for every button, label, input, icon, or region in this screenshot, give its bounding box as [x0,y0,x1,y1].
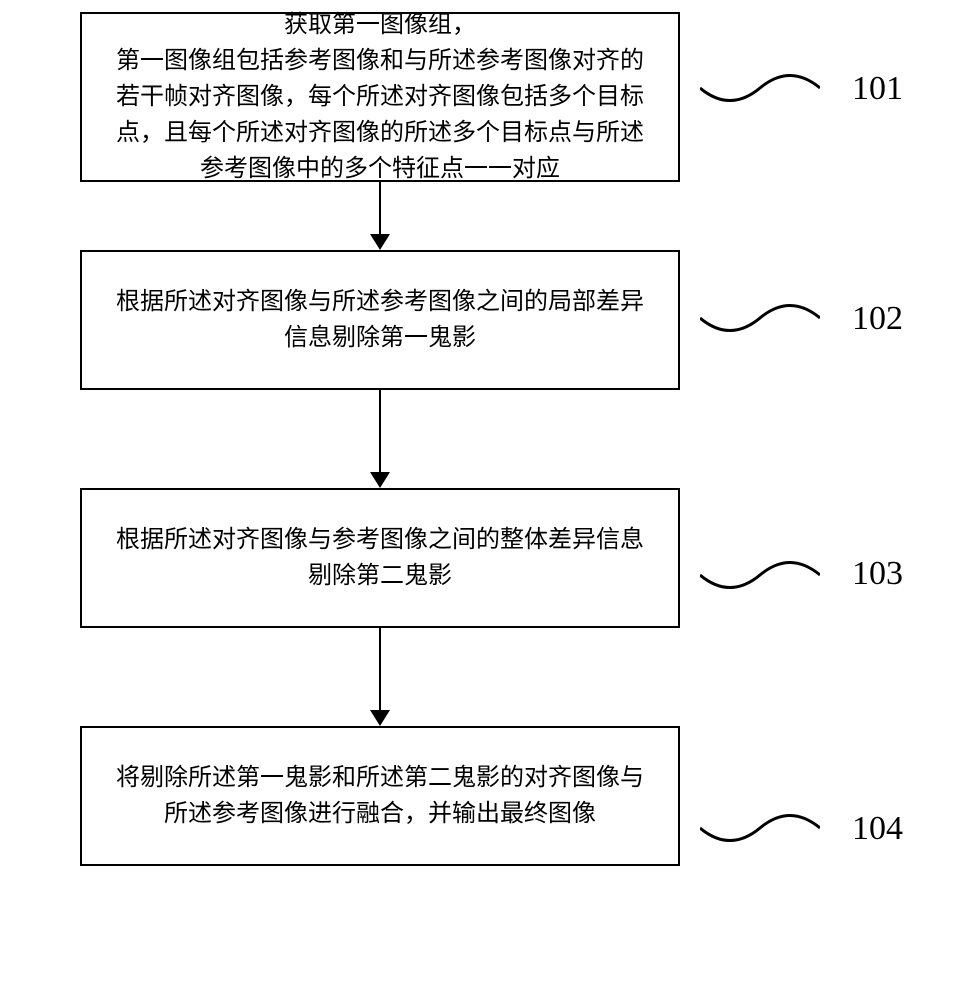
arrow-shaft [379,182,381,234]
step-text: 获取第一图像组，第一图像组包括参考图像和与所述参考图像对齐的若干帧对齐图像，每个… [110,7,650,187]
step-text: 根据所述对齐图像与参考图像之间的整体差异信息剔除第二鬼影 [110,522,650,594]
curve-connector-icon [700,288,820,348]
arrow-head-icon [370,472,390,488]
step-box-103: 根据所述对齐图像与参考图像之间的整体差异信息剔除第二鬼影 [80,488,680,628]
step-text: 将剔除所述第一鬼影和所述第二鬼影的对齐图像与所述参考图像进行融合，并输出最终图像 [110,760,650,832]
step-box-101: 获取第一图像组，第一图像组包括参考图像和与所述参考图像对齐的若干帧对齐图像，每个… [80,12,680,182]
arrow-101-102 [80,182,680,250]
step-label-104: 104 [852,810,903,848]
arrow-102-103 [80,390,680,488]
arrow-head-icon [370,234,390,250]
step-box-104: 将剔除所述第一鬼影和所述第二鬼影的对齐图像与所述参考图像进行融合，并输出最终图像 [80,726,680,866]
curve-connector-icon [700,798,820,858]
arrow-103-104 [80,628,680,726]
curve-connector-icon [700,545,820,605]
step-label-103: 103 [852,555,903,593]
arrow-head-icon [370,710,390,726]
flowchart-container: 获取第一图像组，第一图像组包括参考图像和与所述参考图像对齐的若干帧对齐图像，每个… [80,12,880,866]
arrow-shaft [379,628,381,710]
arrow-shaft [379,390,381,472]
step-text: 根据所述对齐图像与所述参考图像之间的局部差异信息剔除第一鬼影 [110,284,650,356]
step-label-101: 101 [852,70,903,108]
step-box-102: 根据所述对齐图像与所述参考图像之间的局部差异信息剔除第一鬼影 [80,250,680,390]
step-label-102: 102 [852,300,903,338]
curve-connector-icon [700,58,820,118]
